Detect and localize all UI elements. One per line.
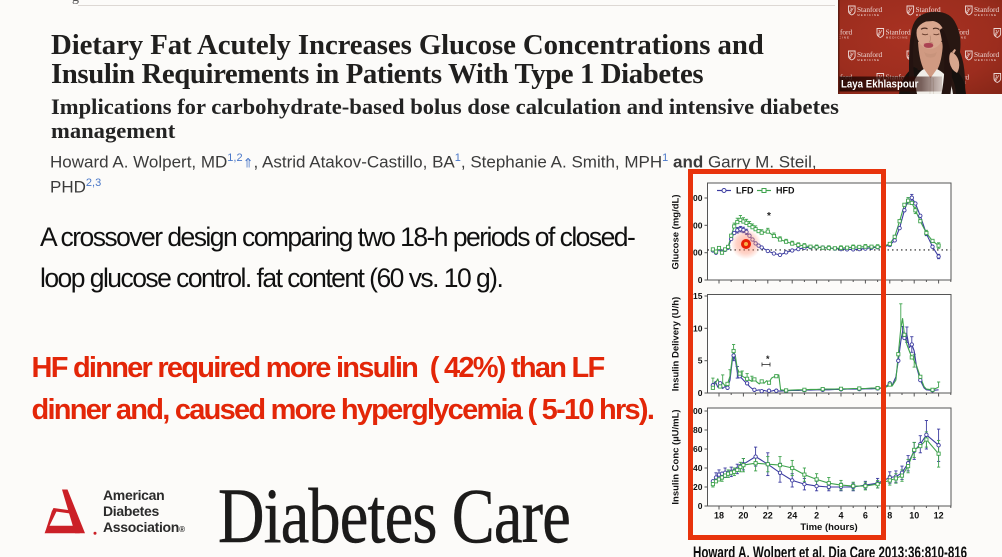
svg-text:10: 10 <box>909 511 919 521</box>
svg-text:12: 12 <box>934 511 944 521</box>
svg-text:Stanford: Stanford <box>838 28 852 37</box>
svg-text:60: 60 <box>693 444 703 454</box>
svg-text:*: * <box>767 211 771 222</box>
svg-text:MEDICINE: MEDICINE <box>974 13 997 17</box>
svg-text:0: 0 <box>698 275 703 285</box>
svg-text:Insulin Delivery (U/h): Insulin Delivery (U/h) <box>671 297 682 392</box>
svg-text:Laya Ekhlaspour: Laya Ekhlaspour <box>841 79 918 91</box>
svg-text:15: 15 <box>693 291 703 301</box>
svg-text:Glucose (mg/dL): Glucose (mg/dL) <box>671 195 682 270</box>
svg-text:6: 6 <box>863 511 868 521</box>
svg-text:Time (hours): Time (hours) <box>800 522 857 533</box>
svg-text:8: 8 <box>887 511 892 521</box>
svg-text:80: 80 <box>693 425 703 435</box>
svg-text:*: * <box>766 354 770 364</box>
svg-text:5: 5 <box>698 356 703 366</box>
svg-text:40: 40 <box>693 463 703 473</box>
svg-text:Stanford: Stanford <box>974 50 999 59</box>
svg-text:4: 4 <box>838 511 843 521</box>
svg-text:MEDICINE: MEDICINE <box>857 13 880 17</box>
svg-text:0: 0 <box>698 501 703 511</box>
svg-text:LFD: LFD <box>736 186 754 196</box>
svg-text:MEDICINE: MEDICINE <box>838 35 850 39</box>
svg-text:0: 0 <box>698 388 703 398</box>
svg-text:HFD: HFD <box>776 186 795 196</box>
svg-text:10: 10 <box>693 323 703 333</box>
svg-text:18: 18 <box>714 511 724 521</box>
svg-text:100: 100 <box>688 406 702 416</box>
svg-text:Stanford: Stanford <box>886 28 911 37</box>
svg-text:300: 300 <box>688 193 702 203</box>
svg-text:100: 100 <box>688 248 702 258</box>
svg-text:MEDICINE: MEDICINE <box>857 58 880 62</box>
svg-text:Stanford: Stanford <box>974 5 999 14</box>
svg-text:22: 22 <box>763 511 773 521</box>
svg-text:Stanford: Stanford <box>857 5 882 14</box>
svg-text:Insulin Conc (µU/mL): Insulin Conc (µU/mL) <box>671 409 682 504</box>
svg-text:20: 20 <box>693 482 703 492</box>
svg-text:2: 2 <box>814 511 819 521</box>
svg-text:MEDICINE: MEDICINE <box>886 35 909 39</box>
svg-text:20: 20 <box>738 511 748 521</box>
svg-text:24: 24 <box>787 511 797 521</box>
svg-text:200: 200 <box>688 220 702 230</box>
svg-text:Stanford: Stanford <box>857 50 882 59</box>
svg-text:Stanford: Stanford <box>916 5 941 14</box>
svg-text:MEDICINE: MEDICINE <box>974 58 997 62</box>
